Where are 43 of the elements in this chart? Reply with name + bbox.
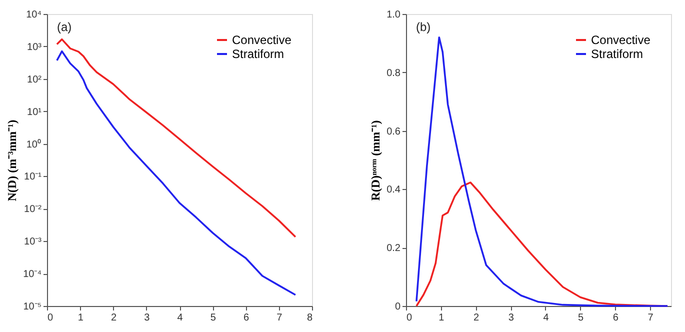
line-series	[56, 50, 296, 296]
x-tick-label: 6	[243, 312, 250, 324]
x-tick-label: 5	[578, 312, 584, 324]
annotation: (a)	[57, 20, 72, 34]
x-tick-label: 3	[508, 312, 514, 324]
x-tick-label: 1	[78, 312, 84, 324]
y-tick-label: 10⁰	[26, 138, 42, 150]
line-series	[416, 36, 668, 307]
legend-label: Convective	[591, 33, 651, 47]
x-tick-label: 7	[276, 312, 283, 324]
y-tick-label: 10⁻⁴	[23, 269, 42, 280]
x-tick-label: 2	[473, 312, 480, 324]
legend-label: Stratiform	[591, 47, 644, 61]
y-tick-label: 10³	[27, 42, 42, 53]
x-tick-label: 1	[438, 312, 445, 324]
y-tick-label: 0.8	[386, 68, 401, 79]
y-tick-label: 10⁻²	[24, 204, 42, 216]
x-tick-label: 4	[177, 312, 184, 324]
x-tick-label: 3	[144, 312, 150, 324]
annotation: (b)	[416, 20, 431, 34]
x-tick-label: 8	[306, 312, 313, 324]
y-axis-title: R(D)ⁿᵒʳᵐ (mm⁻¹)	[368, 120, 383, 201]
y-tick-label: 0.2	[386, 243, 401, 254]
y-tick-label: 0.4	[386, 184, 401, 196]
x-tick-label: 0	[48, 312, 54, 324]
x-tick-label: 4	[543, 312, 550, 324]
y-axis-title: N(D) (m⁻³mm⁻¹)	[5, 120, 20, 202]
y-tick-label: 10⁻⁵	[23, 302, 42, 312]
x-tick-label: 7	[648, 312, 654, 324]
y-tick-label: 1.0	[386, 10, 401, 20]
x-tick-label: 5	[210, 312, 216, 324]
x-tick-label: 0	[406, 312, 412, 324]
y-tick-label: 10²	[27, 74, 42, 86]
y-tick-label: 10⁻³	[24, 236, 42, 248]
y-tick-label: 0	[394, 302, 401, 312]
y-tick-label: 10¹	[27, 106, 42, 118]
legend-label: Stratiform	[232, 47, 284, 61]
y-tick-label: 10⁴	[26, 10, 42, 20]
legend-label: Convective	[232, 33, 292, 47]
x-tick-label: 6	[612, 312, 619, 324]
y-tick-label: 0.6	[386, 126, 401, 138]
y-tick-label: 10⁻¹	[24, 172, 42, 183]
x-tick-label: 2	[110, 312, 117, 324]
